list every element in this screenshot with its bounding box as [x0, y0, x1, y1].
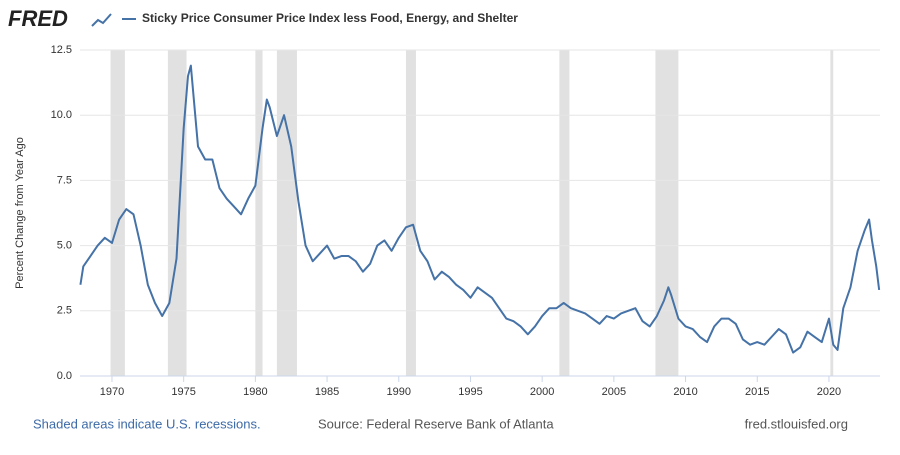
x-tick-label: 2000: [530, 386, 554, 398]
recession-band: [830, 50, 834, 376]
y-tick-label: 7.5: [57, 174, 72, 186]
series-line: [79, 64, 881, 354]
y-tick-label: 5.0: [57, 240, 72, 252]
x-tick-label: 2020: [817, 386, 841, 398]
y-tick-label: 12.5: [51, 44, 72, 56]
y-tick-label: 0.0: [57, 370, 72, 382]
source-note: Source: Federal Reserve Bank of Atlanta: [318, 416, 554, 431]
x-tick-label: 2005: [602, 386, 626, 398]
x-tick-label: 1980: [243, 386, 267, 398]
logo: FRED: [8, 6, 68, 31]
recession-band: [655, 50, 679, 376]
x-tick-label: 1985: [315, 386, 339, 398]
x-tick-label: 2010: [673, 386, 697, 398]
recession-note: Shaded areas indicate U.S. recessions.: [33, 416, 261, 431]
site-note: fred.stlouisfed.org: [745, 416, 848, 431]
recession-band: [255, 50, 263, 376]
y-tick-label: 2.5: [57, 305, 72, 317]
recession-band: [110, 50, 125, 376]
x-tick-label: 1995: [458, 386, 482, 398]
recession-band: [559, 50, 570, 376]
x-tick-label: 1990: [387, 386, 411, 398]
x-tick-label: 1975: [171, 386, 195, 398]
legend-label: Sticky Price Consumer Price Index less F…: [142, 11, 518, 25]
logo-icon: [91, 13, 112, 27]
y-tick-label: 10.0: [51, 109, 72, 121]
recession-band: [167, 50, 187, 376]
recession-band: [405, 50, 416, 376]
y-axis-label: Percent Change from Year Ago: [14, 137, 26, 289]
x-tick-label: 1970: [100, 386, 124, 398]
x-tick-label: 2015: [745, 386, 769, 398]
recession-band: [276, 50, 297, 376]
